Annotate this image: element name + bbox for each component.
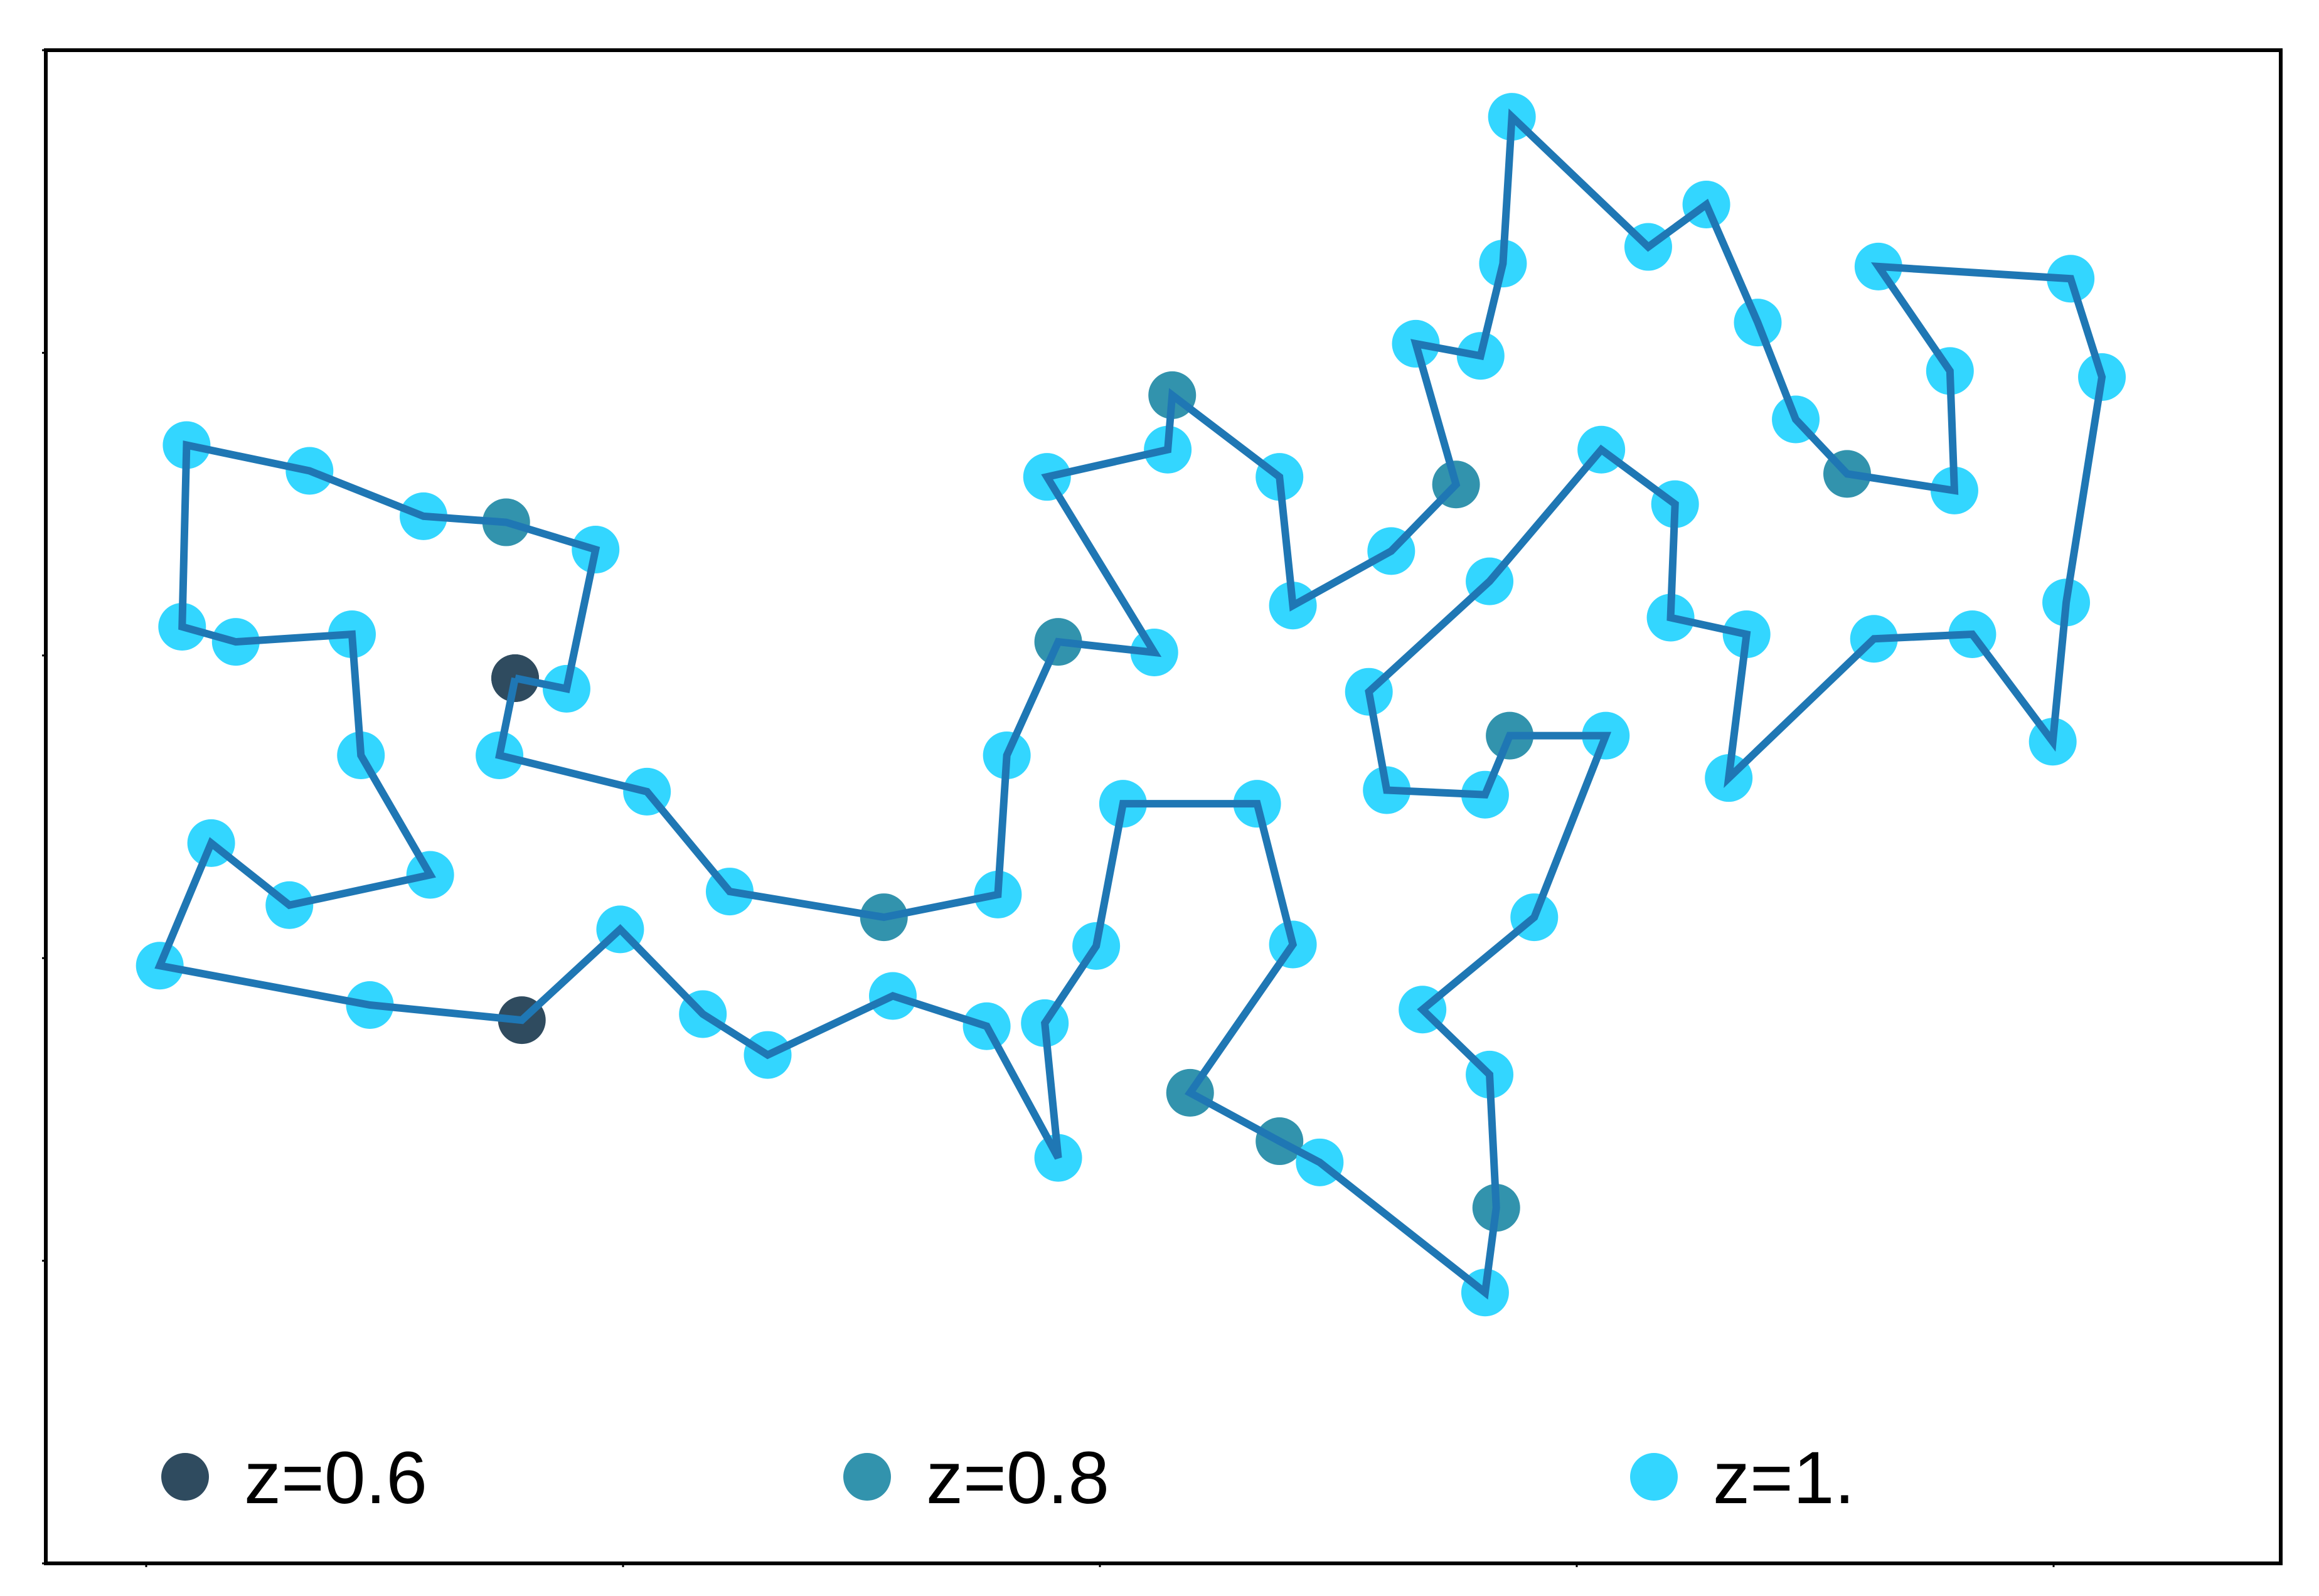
legend-label: z=0.8 [926,1437,1109,1519]
series [136,93,2126,1317]
legend-marker [843,1453,891,1501]
legend-entry-0-8: z=0.8 [843,1437,1109,1519]
legend-label: z=1. [1713,1437,1855,1519]
legend-marker [1630,1453,1678,1501]
axis-ticks [42,49,2055,1567]
legend-label: z=0.6 [244,1437,427,1519]
legend-entry-1: z=1. [1630,1437,1855,1519]
legend-entry-0-6: z=0.6 [161,1437,427,1519]
legend-marker [161,1453,209,1501]
series-line [154,108,2106,1300]
legend: z=0.6 z=0.8 z=1. [161,1437,1855,1519]
